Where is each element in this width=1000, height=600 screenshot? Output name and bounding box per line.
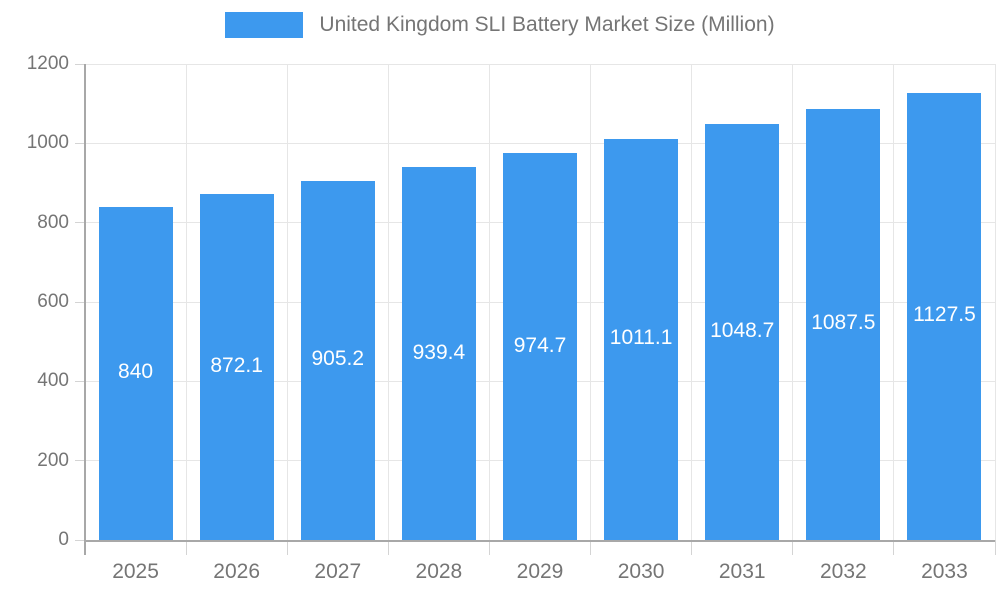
y-axis-tick-label: 200	[37, 449, 69, 471]
y-axis-tick-label: 0	[58, 529, 69, 550]
y-axis-tick-label: 600	[37, 291, 69, 312]
y-axis-tick	[75, 222, 84, 224]
x-axis-tick	[590, 540, 592, 555]
bar-2028[interactable]	[401, 167, 476, 540]
y-axis-tick	[75, 460, 84, 462]
bar-2033[interactable]	[907, 92, 982, 540]
x-axis-tick	[488, 540, 490, 555]
x-axis-tick	[994, 540, 996, 555]
y-axis-tick	[75, 142, 84, 144]
gridline-vertical	[185, 64, 187, 540]
y-axis-tick	[75, 301, 84, 303]
x-axis-tick-label: 2029	[516, 560, 564, 583]
y-axis-tick	[75, 63, 84, 65]
x-axis-tick-label: 2026	[213, 560, 261, 583]
gridline-vertical	[590, 64, 592, 540]
gridline-vertical	[893, 64, 895, 540]
bar-2029[interactable]	[503, 153, 577, 540]
bar-value-label: 939.4	[412, 340, 466, 364]
legend-label: United Kingdom SLI Battery Market Size (…	[319, 13, 775, 36]
y-axis-tick	[75, 539, 84, 541]
legend[interactable]: United Kingdom SLI Battery Market Size (…	[0, 12, 1000, 38]
bar-2032[interactable]	[806, 108, 881, 540]
x-axis-tick	[387, 540, 389, 555]
gridline-vertical	[691, 64, 693, 540]
bar-2026[interactable]	[199, 194, 274, 540]
bar-value-label: 1087.5	[811, 311, 876, 335]
x-axis-tick-label: 2027	[314, 560, 362, 583]
y-axis-tick-label: 1000	[26, 132, 69, 154]
bar-value-label: 840	[118, 360, 154, 384]
bar-value-label: 905.2	[311, 347, 365, 371]
gridline-vertical	[792, 64, 794, 540]
bar-2030[interactable]	[604, 138, 679, 540]
x-axis-line	[85, 540, 995, 542]
gridline-horizontal	[85, 63, 995, 65]
bar-2027[interactable]	[300, 180, 375, 540]
gridline-vertical	[488, 64, 490, 540]
y-axis-tick-label: 1200	[26, 53, 69, 74]
bar-value-label: 974.7	[513, 333, 567, 357]
bar-value-label: 1048.7	[710, 319, 775, 342]
x-axis-tick-label: 2033	[921, 560, 968, 583]
x-axis-tick-label: 2025	[112, 560, 159, 583]
gridline-vertical	[994, 64, 996, 540]
bar-2031[interactable]	[705, 124, 780, 540]
y-axis-tick-label: 800	[37, 211, 69, 233]
plot-area: 840 2025 872.1 2026 905.2 2027 939.4 2028 974.7 2…	[75, 63, 996, 583]
bar-value-label: 872.1	[210, 354, 263, 378]
bar-2025[interactable]	[98, 206, 173, 540]
gridline-vertical	[387, 64, 389, 540]
x-axis-tick	[691, 540, 693, 555]
x-axis-tick-label: 2030	[617, 560, 665, 583]
x-axis-tick-label: 2032	[819, 560, 867, 583]
x-axis-tick-label: 2031	[718, 560, 766, 583]
x-axis-tick	[286, 540, 288, 555]
x-axis-tick	[893, 540, 895, 555]
x-axis-tick	[792, 540, 794, 555]
y-axis-tick	[75, 380, 84, 382]
gridline-horizontal	[85, 142, 995, 144]
x-axis-tick-label: 2028	[415, 560, 463, 583]
x-axis-tick	[185, 540, 187, 555]
y-axis-line	[84, 64, 86, 555]
gridline-vertical	[286, 64, 288, 540]
bar-value-label: 1127.5	[913, 303, 976, 327]
y-axis-tick-label: 400	[37, 370, 69, 392]
bar-value-label: 1011.1	[609, 326, 673, 350]
legend-swatch	[225, 12, 304, 38]
